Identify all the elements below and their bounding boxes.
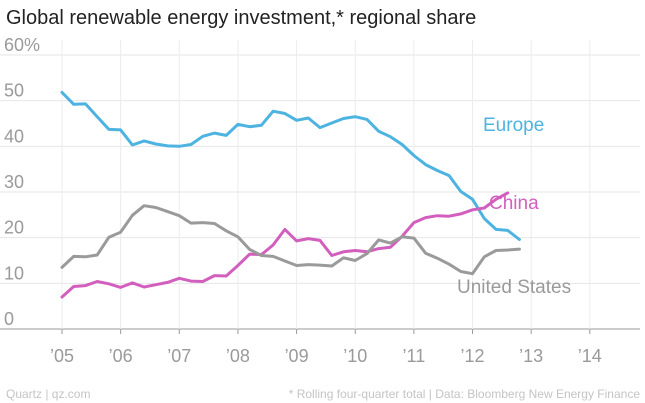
x-tick-label: ’05 [50,346,74,366]
y-tick-label: 10 [4,263,24,283]
y-tick-label: 60% [4,35,40,55]
x-tick-label: ’10 [343,346,367,366]
y-tick-label: 30 [4,172,24,192]
series-label-europe: Europe [483,115,544,136]
series-label-united-states: United States [457,277,571,298]
y-tick-label: 20 [4,218,24,238]
grid [0,40,640,334]
series-labels: Europe China United States [457,115,571,298]
x-tick-label: ’11 [403,346,426,366]
x-tick-label: ’13 [519,346,543,366]
series-line-china [60,191,510,299]
series-line-united-states [60,204,521,276]
x-tick-label: ’07 [167,346,191,366]
y-tick-label: 0 [4,309,14,329]
series-line-europe [60,90,521,241]
x-tick-label: ’06 [109,346,133,366]
x-tick-label: ’14 [578,346,602,366]
chart-title: Global renewable energy investment,* reg… [6,7,476,29]
x-tick-label: ’12 [461,346,485,366]
y-axis-ticks: 0 10 20 30 40 50 60% [4,35,40,329]
series-lines [60,90,521,299]
series-label-china: China [489,193,539,214]
y-tick-label: 40 [4,126,24,146]
x-axis-ticks: ’05 ’06 ’07 ’08 ’09 ’10 ’11 ’12 ’13 ’14 [50,346,602,366]
footer-note: * Rolling four-quarter total | Data: Blo… [289,387,641,401]
footer-source: Quartz | qz.com [6,387,90,401]
x-tick-label: ’08 [226,346,250,366]
y-tick-label: 50 [4,81,24,101]
x-tick-label: ’09 [285,346,309,366]
